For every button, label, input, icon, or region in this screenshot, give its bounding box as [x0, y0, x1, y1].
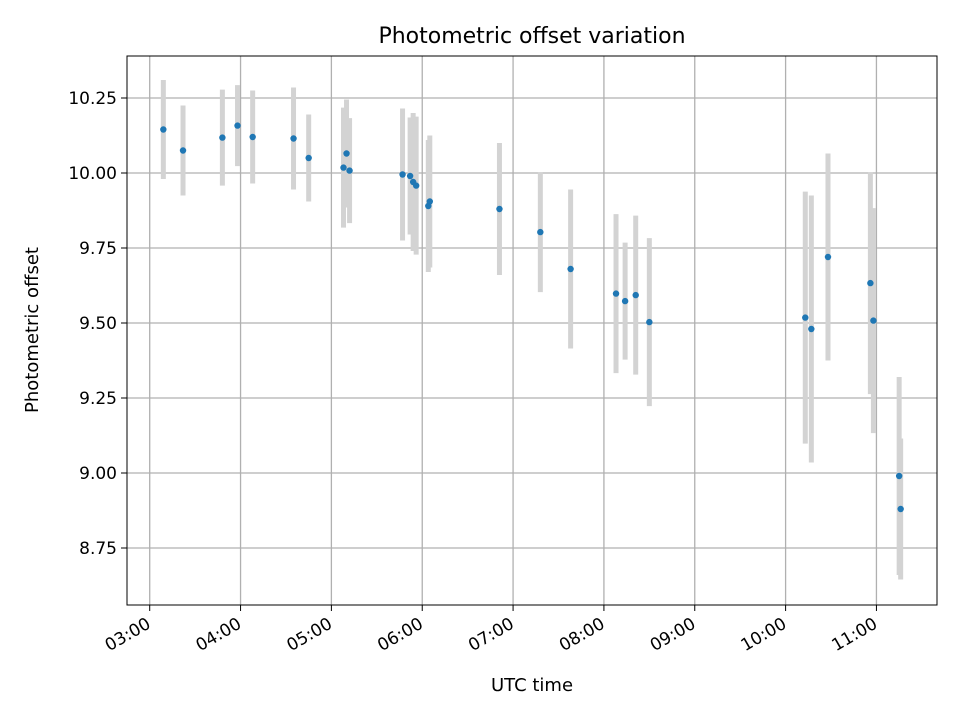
x-axis-ticks: 03:00 04:00 05:00 06:00 07:00 08:00 09:00 10:00…: [102, 605, 881, 656]
data-point: [632, 291, 639, 299]
x-tick-label: 08:00: [556, 614, 608, 656]
grid-lines: [127, 56, 937, 605]
data-point: [808, 325, 815, 333]
x-tick-label: 06:00: [374, 614, 426, 656]
data-point: [346, 167, 353, 174]
data-point: [343, 150, 350, 157]
x-tick-label: 09:00: [647, 614, 699, 656]
x-tick-label: 05:00: [283, 614, 335, 656]
data-point: [290, 135, 297, 142]
data-point: [219, 134, 226, 141]
y-tick-label: 8.75: [79, 539, 117, 559]
plot-area-frame: [126, 55, 938, 606]
data-point: [612, 290, 620, 297]
data-point: [234, 122, 241, 129]
x-tick-label: 11:00: [829, 614, 881, 656]
data-point: [867, 279, 874, 287]
y-tick-label: 9.00: [79, 464, 117, 484]
data-point: [406, 172, 414, 180]
data-point: [870, 317, 877, 324]
data-point: [160, 126, 167, 133]
data-point: [412, 182, 420, 189]
y-axis-ticks: 8.75 9.00 9.25 9.50 9.75 10.00 10.25: [68, 89, 127, 559]
x-tick-label: 07:00: [465, 614, 517, 656]
x-axis-label: UTC time: [491, 675, 573, 696]
x-tick-label: 03:00: [102, 614, 154, 656]
data-point: [567, 265, 574, 273]
data-point: [496, 205, 503, 213]
data-point: [537, 228, 544, 236]
data-point: [621, 297, 629, 305]
data-point: [340, 164, 347, 171]
data-point: [305, 154, 312, 162]
y-tick-label: 9.75: [79, 239, 117, 259]
y-tick-label: 10.00: [68, 164, 117, 184]
chart-title: Photometric offset variation: [378, 24, 685, 49]
data-point: [179, 147, 187, 154]
y-tick-label: 10.25: [68, 89, 117, 109]
error-bars: [160, 80, 904, 580]
data-point: [897, 505, 904, 513]
y-axis-label: Photometric offset: [22, 247, 43, 413]
x-tick-label: 04:00: [193, 614, 245, 656]
y-tick-label: 9.50: [79, 314, 117, 334]
data-point: [802, 314, 809, 321]
data-points: [160, 122, 904, 513]
x-tick-label: 10:00: [738, 614, 790, 656]
y-tick-label: 9.25: [79, 389, 117, 409]
data-point: [895, 472, 903, 480]
data-point: [824, 253, 832, 261]
data-point: [399, 171, 406, 178]
data-point: [249, 133, 256, 141]
data-point: [426, 198, 434, 205]
data-point: [646, 318, 653, 326]
